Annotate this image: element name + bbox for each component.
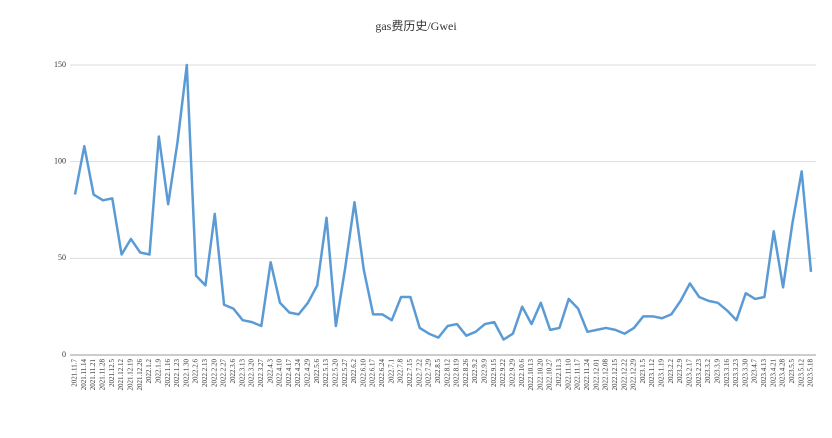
x-tick-label: 2023.5.5 [788,359,796,384]
x-tick-label: 2022.5.27 [341,359,349,388]
x-tick-label: 2022.11.10 [564,359,572,391]
x-tick-label: 2022.11.3 [555,359,563,387]
x-tick-label: 2023.3.16 [723,359,731,388]
x-tick-label: 2022.7.29 [425,359,433,388]
x-tick-label: 2023.1.19 [658,359,666,388]
x-tick-label: 2022.3.27 [257,359,265,388]
x-tick-label: 2023.4.7 [751,359,759,384]
x-tick-label: 2022.7.22 [415,359,423,388]
x-tick-label: 2023.2.2 [667,359,675,384]
x-tick-label: 2023.5.12 [797,359,805,388]
x-tick-label: 2022.3.13 [238,359,246,388]
x-tick-label: 2022.4.29 [304,359,312,388]
x-tick-label: 2022.9.22 [499,359,507,388]
x-tick-label: 2022.2.6 [192,359,200,384]
x-tick-label: 2021.12.12 [117,359,125,391]
x-tick-label: 2022.5.13 [322,359,330,388]
x-tick-label: 2022.1.9 [154,359,162,384]
x-tick-label: 2022.6.2 [350,359,358,384]
y-tick-label: 50 [58,253,66,262]
x-tick-label: 2023.3.2 [704,359,712,384]
x-tick-label: 2022.9.29 [508,359,516,388]
x-tick-label: 2022.12.29 [630,359,638,391]
x-tick-label: 2022.8.19 [453,359,461,388]
x-tick-label: 2022.7.1 [387,359,395,384]
y-tick-label: 150 [54,60,66,69]
x-tick-label: 2022.9.9 [481,359,489,384]
x-tick-label: 2022.3.6 [229,359,237,384]
x-tick-label: 2022.7.8 [397,359,405,384]
x-tick-label: 2021.12.19 [127,359,135,391]
x-tick-label: 2022.8.5 [434,359,442,384]
x-tick-label: 2022.10.13 [527,359,535,391]
x-tick-label: 2022.12.22 [620,359,628,391]
x-tick-label: 2022.12.08 [602,359,610,391]
x-tick-label: 2022.1.30 [182,359,190,388]
x-tick-label: 2022.1.2 [145,359,153,384]
x-tick-label: 2022.9.2 [471,359,479,384]
x-tick-label: 2022.11.17 [574,359,582,391]
x-tick-label: 2022.1.16 [164,359,172,388]
chart-title: gas费历史/Gwei [375,19,457,33]
x-tick-label: 2022.11.24 [583,359,591,391]
x-tick-label: 2022.5.20 [331,359,339,388]
x-tick-label: 2021.12.5 [108,359,116,388]
x-tick-label: 2023.4.28 [779,359,787,388]
x-tick-label: 2022.4.17 [285,359,293,388]
x-tick-label: 2022.12.15 [611,359,619,391]
y-tick-label: 100 [54,156,66,165]
x-tick-label: 2021.11.14 [80,359,88,391]
x-tick-label: 2021.11.7 [71,359,79,387]
line-series [73,63,813,341]
x-tick-label: 2023.5.18 [807,359,815,388]
x-tick-label: 2022.7.15 [406,359,414,388]
x-tick-label: 2022.10.20 [536,359,544,391]
x-tick-label: 2022.8.26 [462,359,470,388]
x-tick-label: 2022.8.12 [443,359,451,388]
x-tick-label: 2023.2.9 [676,359,684,384]
x-tick-label: 2023.1.12 [648,359,656,388]
x-tick-label: 2022.4.24 [294,359,302,388]
x-tick-label: 2023.3.9 [713,359,721,384]
x-tick-label: 2022.6.17 [369,359,377,388]
x-tick-label: 2022.4.10 [276,359,284,388]
x-tick-label: 2022.1.23 [173,359,181,388]
x-tick-label: 2022.10.27 [546,359,554,391]
x-tick-label: 2022.2.13 [201,359,209,388]
y-tick-label: 0 [62,350,66,359]
x-tick-label: 2022.9.15 [490,359,498,388]
x-tick-label: 2022.5.6 [313,359,321,384]
x-tick-label: 2023.2.17 [685,359,693,388]
x-tick-label: 2022.6.10 [359,359,367,388]
x-tick-label: 2021.11.21 [89,359,97,391]
x-tick-label: 2021.12.26 [136,359,144,391]
x-tick-label: 2022.10.6 [518,359,526,388]
x-tick-label: 2023.3.30 [741,359,749,388]
x-tick-label: 2023.2.23 [695,359,703,388]
x-tick-label: 2022.2.20 [210,359,218,388]
x-tick-label: 2022.2.27 [220,359,228,388]
x-tick-label: 2021.11.28 [99,359,107,391]
x-tick-label: 2023.4.13 [760,359,768,388]
x-tick-label: 2022.3.20 [248,359,256,388]
x-tick-label: 2022.4.3 [266,359,274,384]
x-tick-label: 2023.1.5 [639,359,647,384]
x-tick-label: 2022.12.01 [592,359,600,391]
x-tick-label: 2023.3.23 [732,359,740,388]
x-tick-label: 2023.4.21 [769,359,777,388]
x-tick-label: 2022.6.24 [378,359,386,388]
